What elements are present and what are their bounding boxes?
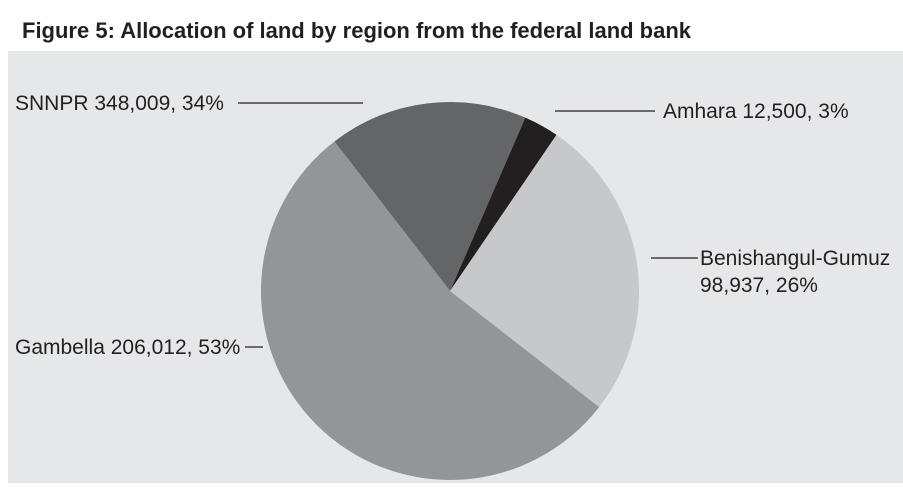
- slice-gambella: [261, 141, 600, 480]
- slice-benishangul-gumuz: [450, 134, 640, 408]
- label-amhara: Amhara 12,500, 3%: [663, 100, 849, 123]
- pie: [261, 102, 640, 480]
- label-gambella: Gambella 206,012, 53%: [15, 336, 240, 359]
- slice-amhara: [450, 117, 557, 292]
- label-benishangul-gumuz-name: Benishangul-Gumuz: [700, 247, 890, 270]
- chart-title: Figure 5: Allocation of land by region f…: [22, 18, 692, 43]
- label-snnpr: SNNPR 348,009, 34%: [15, 92, 224, 115]
- label-benishangul-gumuz-figures: 98,937, 26%: [700, 274, 818, 297]
- slice-snnpr: [334, 102, 526, 292]
